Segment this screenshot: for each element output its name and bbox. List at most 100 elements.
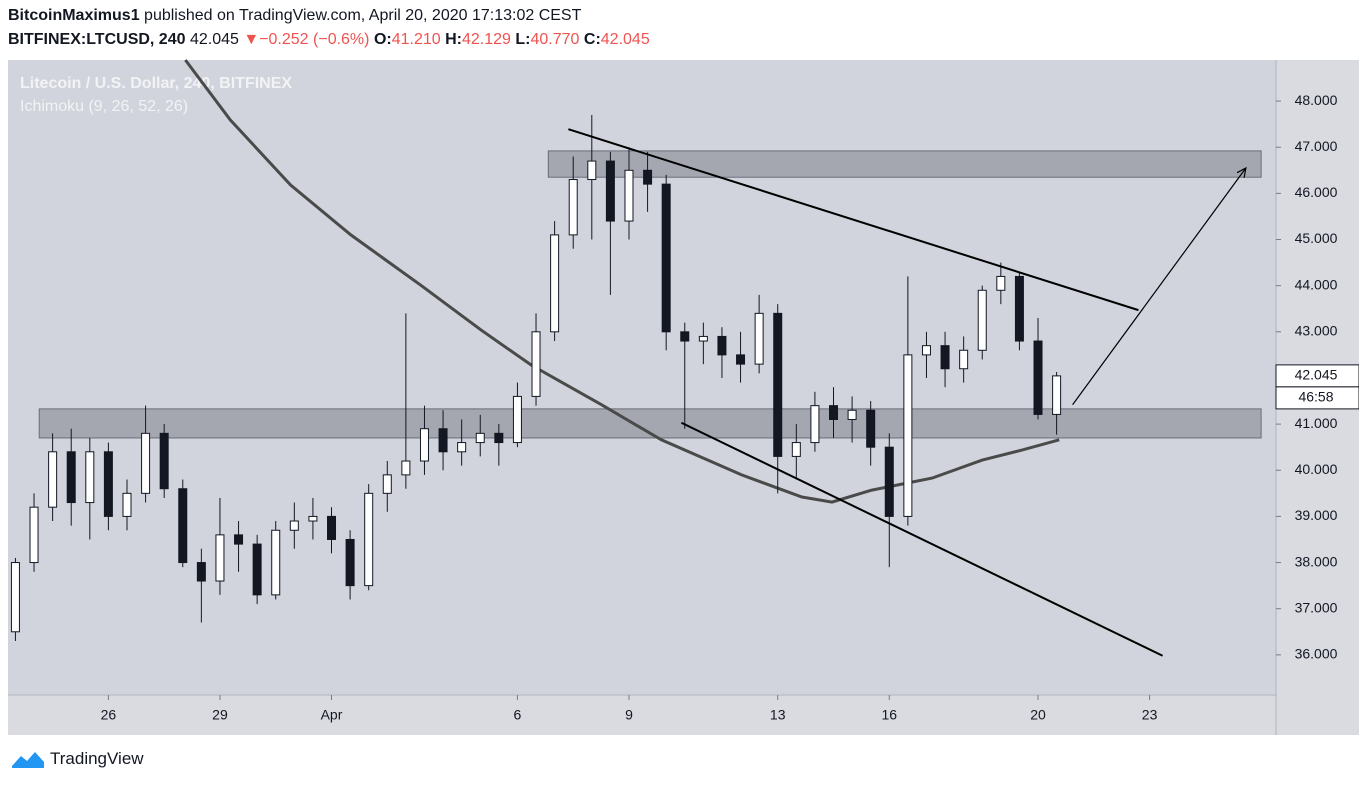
candle-body (438, 428, 448, 453)
candle-body (66, 451, 76, 504)
y-tick-label: 41.000 (1295, 415, 1338, 431)
header-line-2: BITFINEX:LTCUSD, 240 42.045 ▼−0.252 (−0.… (8, 31, 650, 49)
candle-body (903, 354, 913, 517)
countdown-label: 46:58 (1298, 389, 1333, 405)
chart: Litecoin / U.S. Dollar, 240, BITFINEX Ic… (8, 59, 1359, 735)
candle-body (940, 345, 950, 370)
candle-body (308, 515, 318, 522)
indicator-label: Ichimoku (9, 26, 52, 26) (20, 98, 188, 115)
candle-body (234, 534, 244, 545)
candle-body (736, 354, 746, 365)
candle-body (85, 451, 95, 504)
o-label: O: (373, 31, 392, 48)
y-tick-label: 37.000 (1295, 599, 1338, 615)
x-tick-label: 9 (625, 707, 633, 723)
x-tick-label: 6 (514, 707, 522, 723)
x-tick-label: 23 (1142, 707, 1158, 723)
footer: TradingView (10, 748, 144, 770)
chart-title: Litecoin / U.S. Dollar, 240, BITFINEX (20, 75, 292, 92)
c-value: 42.045 (600, 31, 650, 48)
brand: TradingView (50, 749, 144, 768)
candle-body (494, 432, 504, 444)
candle-body (550, 234, 560, 333)
plot-background (8, 60, 1276, 695)
candle-body (364, 492, 374, 587)
candle-body (327, 515, 337, 540)
candle-body (791, 442, 801, 457)
candle-body (717, 335, 727, 356)
y-tick-label: 45.000 (1295, 230, 1338, 246)
arrow-line (1072, 167, 1247, 406)
c-label: C: (583, 31, 601, 48)
candle-body (624, 169, 634, 222)
candle-body (48, 451, 58, 508)
candle-body (754, 312, 764, 365)
time-axis-background (8, 695, 1276, 735)
candle-body (345, 538, 355, 587)
candle-body (122, 492, 132, 517)
last-price-label: 42.045 (1295, 367, 1338, 383)
y-tick-label: 40.000 (1295, 461, 1338, 477)
candle-body (773, 312, 783, 457)
candle-body (178, 488, 188, 564)
x-tick-label: 29 (212, 707, 228, 723)
candle-body (977, 289, 987, 351)
candle-body (196, 562, 206, 582)
y-tick-label: 46.000 (1295, 184, 1338, 200)
trend-line (680, 421, 1164, 657)
x-tick-label: 13 (770, 707, 786, 723)
candle-body (605, 160, 615, 222)
candle-body (587, 160, 597, 181)
candle-body (643, 169, 653, 185)
y-tick-label: 39.000 (1295, 507, 1338, 523)
x-tick-label: 26 (101, 707, 117, 723)
candle-body (401, 460, 411, 476)
candle-body (996, 275, 1006, 291)
l-label: L: (515, 31, 531, 48)
candle-body (475, 432, 485, 444)
candle-body (1033, 340, 1043, 415)
h-label: H: (445, 31, 462, 48)
trend-line (568, 128, 1139, 312)
candle-body (382, 474, 392, 494)
candle-body (866, 409, 876, 448)
candle-body (103, 451, 113, 517)
candle-body (29, 506, 39, 564)
indicator-line (184, 59, 1060, 504)
header-line-1: BitcoinMaximus1 published on TradingView… (8, 7, 581, 25)
y-tick-label: 48.000 (1295, 92, 1338, 108)
candle-body (531, 331, 541, 397)
author: BitcoinMaximus1 (8, 7, 140, 24)
candle-body (680, 331, 690, 342)
candle-body (271, 529, 281, 596)
candle-body (661, 183, 671, 333)
zone (547, 150, 1262, 178)
candle-body (847, 409, 857, 420)
candle-body (1014, 275, 1024, 342)
candle-body (810, 405, 820, 444)
candle-body (921, 345, 931, 356)
o-value: 41.210 (391, 31, 441, 48)
symbol: BITFINEX:LTCUSD, 240 (8, 31, 186, 48)
y-tick-label: 36.000 (1295, 646, 1338, 662)
candle-body (568, 179, 578, 236)
x-tick-label: 16 (881, 707, 897, 723)
y-tick-label: 38.000 (1295, 553, 1338, 569)
candle-body (512, 395, 522, 444)
y-tick-label: 43.000 (1295, 323, 1338, 339)
y-tick-label: 47.000 (1295, 138, 1338, 154)
x-tick-label: Apr (321, 707, 343, 723)
countdown-box (1275, 386, 1359, 410)
candle-body (698, 335, 708, 342)
change-arrow: ▼ (243, 31, 260, 48)
arrow-head (1236, 166, 1247, 178)
l-value: 40.770 (530, 31, 580, 48)
candle-body (829, 405, 839, 420)
candle-body (215, 534, 225, 582)
last: 42.045 (189, 31, 239, 48)
candle-body (884, 446, 894, 517)
candle-body (1052, 375, 1062, 415)
candle-body (252, 543, 262, 596)
